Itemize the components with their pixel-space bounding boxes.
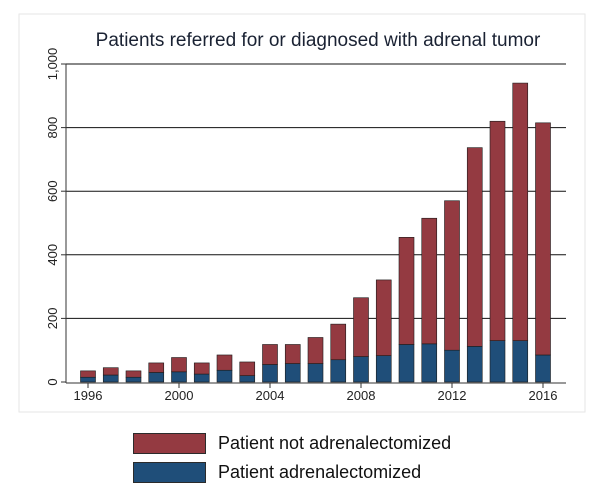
x-tick-label: 1996 <box>74 388 103 403</box>
bar-adrenalectomized-1998 <box>125 376 142 383</box>
bar-not-adrenalectomized-2015 <box>512 82 529 341</box>
bar-not-adrenalectomized-2003 <box>239 361 256 376</box>
bar-not-adrenalectomized-2006 <box>307 337 324 364</box>
bar-adrenalectomized-2004 <box>262 364 278 383</box>
bars <box>80 82 551 383</box>
x-tick-label: 2004 <box>256 388 285 403</box>
y-axis-ticks: 0 200 400 600 800 1,000 <box>45 48 66 386</box>
chart-title: Patients referred for or diagnosed with … <box>96 30 541 51</box>
x-tick-label: 2000 <box>165 388 194 403</box>
bar-not-adrenalectomized-2005 <box>284 344 301 364</box>
bar-adrenalectomized-2016 <box>535 354 551 383</box>
legend-label-adrenalectomized: Patient adrenalectomized <box>218 461 422 482</box>
bar-not-adrenalectomized-2002 <box>216 354 233 371</box>
bar-adrenalectomized-2000 <box>171 371 187 383</box>
x-tick-label: 2016 <box>529 388 558 403</box>
bar-not-adrenalectomized-2008 <box>353 297 369 357</box>
x-tick-label: 2008 <box>347 388 376 403</box>
bar-not-adrenalectomized-2007 <box>330 323 347 361</box>
bar-not-adrenalectomized-2014 <box>489 120 506 341</box>
y-tick-label: 0 <box>45 378 60 385</box>
bar-adrenalectomized-2003 <box>239 375 256 383</box>
bar-adrenalectomized-2002 <box>216 369 233 383</box>
legend: Patient not adrenalectomized Patient adr… <box>133 430 451 488</box>
bar-not-adrenalectomized-1998 <box>125 370 142 378</box>
x-tick-label: 2012 <box>438 388 467 403</box>
legend-item-adrenalectomized: Patient adrenalectomized <box>133 459 451 485</box>
bar-not-adrenalectomized-2013 <box>466 147 483 347</box>
chart: Patients referred for or diagnosed with … <box>18 13 586 413</box>
y-tick-label: 600 <box>45 180 60 202</box>
bar-not-adrenalectomized-2009 <box>375 279 392 356</box>
bar-not-adrenalectomized-2010 <box>398 237 415 345</box>
bar-not-adrenalectomized-2001 <box>193 362 210 375</box>
bar-adrenalectomized-2009 <box>375 355 392 383</box>
plot-frame <box>18 13 586 413</box>
bar-adrenalectomized-2013 <box>466 346 483 383</box>
legend-swatch-not-adrenalectomized <box>133 432 206 454</box>
gridlines <box>66 63 566 319</box>
bar-not-adrenalectomized-2000 <box>171 357 187 373</box>
bar-not-adrenalectomized-2011 <box>421 217 438 345</box>
bar-adrenalectomized-2011 <box>421 343 438 383</box>
y-tick-label: 200 <box>45 308 60 330</box>
bar-adrenalectomized-2005 <box>284 363 301 383</box>
bar-not-adrenalectomized-2004 <box>262 344 278 365</box>
bar-not-adrenalectomized-1996 <box>80 370 96 378</box>
bar-adrenalectomized-2001 <box>193 373 210 383</box>
y-tick-label: 1,000 <box>45 48 60 81</box>
bar-not-adrenalectomized-1999 <box>148 362 165 373</box>
bar-adrenalectomized-2007 <box>330 359 347 383</box>
bar-not-adrenalectomized-1997 <box>102 367 119 376</box>
bar-adrenalectomized-2015 <box>512 340 529 383</box>
bar-adrenalectomized-2010 <box>398 344 415 383</box>
bar-adrenalectomized-2014 <box>489 340 506 383</box>
y-tick-label: 800 <box>45 117 60 139</box>
bar-not-adrenalectomized-2016 <box>535 122 551 356</box>
bar-adrenalectomized-2008 <box>353 356 369 383</box>
x-axis-ticks: 1996 2000 2004 2008 2012 2016 <box>74 383 558 403</box>
bar-adrenalectomized-1996 <box>80 376 96 383</box>
bar-adrenalectomized-2012 <box>444 349 460 383</box>
legend-label-not-adrenalectomized: Patient not adrenalectomized <box>218 432 452 453</box>
bar-adrenalectomized-1997 <box>102 374 119 383</box>
bar-adrenalectomized-1999 <box>148 372 165 383</box>
y-tick-label: 400 <box>45 244 60 266</box>
legend-item-not-adrenalectomized: Patient not adrenalectomized <box>133 430 451 456</box>
legend-swatch-adrenalectomized <box>133 461 206 483</box>
bar-not-adrenalectomized-2012 <box>444 200 460 351</box>
bar-adrenalectomized-2006 <box>307 363 324 383</box>
